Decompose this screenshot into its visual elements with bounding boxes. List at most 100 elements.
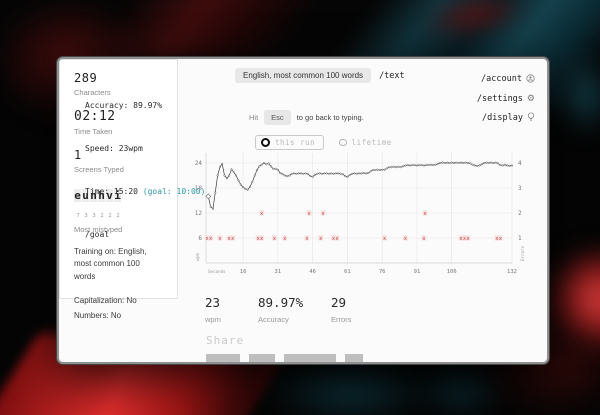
svg-text:1: 1	[518, 235, 522, 242]
svg-text:91: 91	[414, 269, 421, 275]
most-mistyped-label: Most mistyped	[74, 225, 123, 234]
tab-lifetime-label: lifetime	[351, 138, 392, 147]
svg-text:Errors: Errors	[520, 245, 525, 261]
result-errors-label: Errors	[331, 315, 352, 324]
svg-text:x: x	[260, 211, 263, 217]
stats-sidebar: 289 Characters 02:12 Time Taken 1 Screen…	[59, 59, 178, 320]
esc-key-badge: Esc	[264, 110, 291, 125]
time-taken-stat: 02:12 Time Taken	[74, 109, 163, 136]
account-command: /account	[481, 74, 522, 84]
svg-text:x: x	[283, 236, 286, 242]
text-command[interactable]: /text	[379, 70, 405, 81]
svg-text:x: x	[308, 211, 311, 217]
result-wpm: 23 wpm	[205, 295, 221, 324]
nav-settings[interactable]: /settings ⚙	[477, 94, 535, 104]
session-speed: Speed: 23wpm	[85, 144, 143, 154]
svg-text:x: x	[335, 236, 338, 242]
result-wpm-label: wpm	[205, 315, 221, 324]
svg-text:31: 31	[275, 269, 282, 275]
svg-text:x: x	[218, 236, 221, 242]
text-selection-row: English, most common 100 words /text	[235, 68, 405, 83]
svg-text:x: x	[404, 236, 407, 242]
result-errors: 29 Errors	[331, 295, 351, 324]
svg-text:x: x	[424, 211, 427, 217]
svg-text:18: 18	[195, 185, 203, 192]
characters-label: Characters	[74, 88, 111, 97]
svg-text:12: 12	[195, 210, 203, 217]
hint-post: to go back to typing.	[296, 113, 364, 122]
bulb-icon	[527, 109, 535, 127]
text-selection-badge[interactable]: English, most common 100 words	[235, 68, 372, 83]
chart-scope-tabs: this run lifetime	[255, 135, 392, 150]
svg-text:6: 6	[198, 235, 202, 242]
svg-text:46: 46	[309, 269, 316, 275]
svg-text:106: 106	[447, 269, 457, 275]
session-time: Time: 15:20 (goal: 10:00)	[85, 187, 206, 197]
screens-typed-stat: 1 Screens Typed	[74, 148, 163, 174]
session-stats: Accuracy: 89.97% Speed: 23wpm Time: 15:2…	[85, 70, 205, 272]
svg-text:x: x	[273, 236, 276, 242]
svg-text:x: x	[495, 236, 498, 242]
nav-account[interactable]: /account	[481, 70, 535, 88]
svg-text:61: 61	[344, 269, 351, 275]
numbers-text: Numbers: No	[74, 311, 122, 321]
svg-text:x: x	[383, 236, 386, 242]
svg-text:x: x	[228, 236, 231, 242]
svg-text:76: 76	[379, 269, 386, 275]
characters-stat: 289 Characters	[74, 71, 163, 97]
svg-text:3: 3	[518, 185, 522, 192]
time-taken-value: 02:12	[74, 109, 116, 124]
hint-pre: Hit	[249, 113, 259, 122]
svg-text:Seconds: Seconds	[208, 269, 226, 274]
svg-text:x: x	[231, 236, 234, 242]
characters-value: 289	[74, 71, 98, 85]
svg-text:x: x	[209, 236, 212, 242]
svg-text:x: x	[319, 236, 322, 242]
svg-text:x: x	[257, 236, 260, 242]
settings-command: /settings	[476, 93, 523, 104]
tab-lifetime[interactable]: lifetime	[339, 138, 392, 147]
svg-text:x: x	[260, 236, 263, 242]
svg-text:4: 4	[518, 160, 522, 167]
svg-text:132: 132	[507, 269, 517, 275]
radio-selected-icon	[261, 138, 270, 147]
svg-text:16: 16	[240, 269, 247, 275]
radio-unselected-icon	[339, 138, 347, 147]
result-accuracy-label: Accuracy	[258, 315, 289, 324]
svg-text:x: x	[459, 236, 462, 242]
result-wpm-value: 23	[205, 295, 221, 310]
time-taken-label: Time Taken	[74, 127, 113, 136]
escape-hint: Hit Esc to go back to typing.	[249, 110, 364, 125]
nav-commands: /account /settings ⚙ /display	[477, 70, 535, 127]
account-icon	[526, 70, 535, 88]
screens-typed-value: 1	[74, 148, 82, 162]
typing-app-window: Accuracy: 89.97% Speed: 23wpm Time: 15:2…	[57, 57, 549, 364]
tab-this-run[interactable]: this run	[255, 135, 325, 150]
result-accuracy-value: 89.97%	[258, 295, 304, 310]
svg-text:24: 24	[195, 160, 203, 167]
goal-command[interactable]: /goal	[85, 230, 110, 240]
svg-text:x: x	[322, 211, 325, 217]
svg-text:x: x	[206, 236, 209, 242]
svg-text:x: x	[499, 236, 502, 242]
svg-text:2: 2	[518, 210, 522, 217]
gear-icon: ⚙	[526, 93, 535, 103]
screens-typed-label: Screens Typed	[74, 165, 124, 174]
result-accuracy: 89.97% Accuracy	[258, 295, 303, 324]
svg-text:x: x	[332, 236, 335, 242]
display-command: /display	[482, 113, 523, 123]
share-cutoff-row	[206, 354, 363, 362]
session-accuracy: Accuracy: 89.97%	[85, 100, 163, 110]
training-on-text: Training on: English, most common 100 wo…	[74, 247, 147, 281]
mistyped-letters: eunhvi	[74, 189, 121, 202]
share-heading[interactable]: Share	[206, 334, 245, 347]
svg-text:x: x	[463, 236, 466, 242]
capitalization-text: Capitalization: No	[74, 296, 137, 306]
result-errors-value: 29	[331, 295, 347, 310]
nav-display[interactable]: /display	[482, 109, 535, 127]
tab-this-run-label: this run	[275, 138, 316, 147]
svg-text:x: x	[422, 236, 425, 242]
